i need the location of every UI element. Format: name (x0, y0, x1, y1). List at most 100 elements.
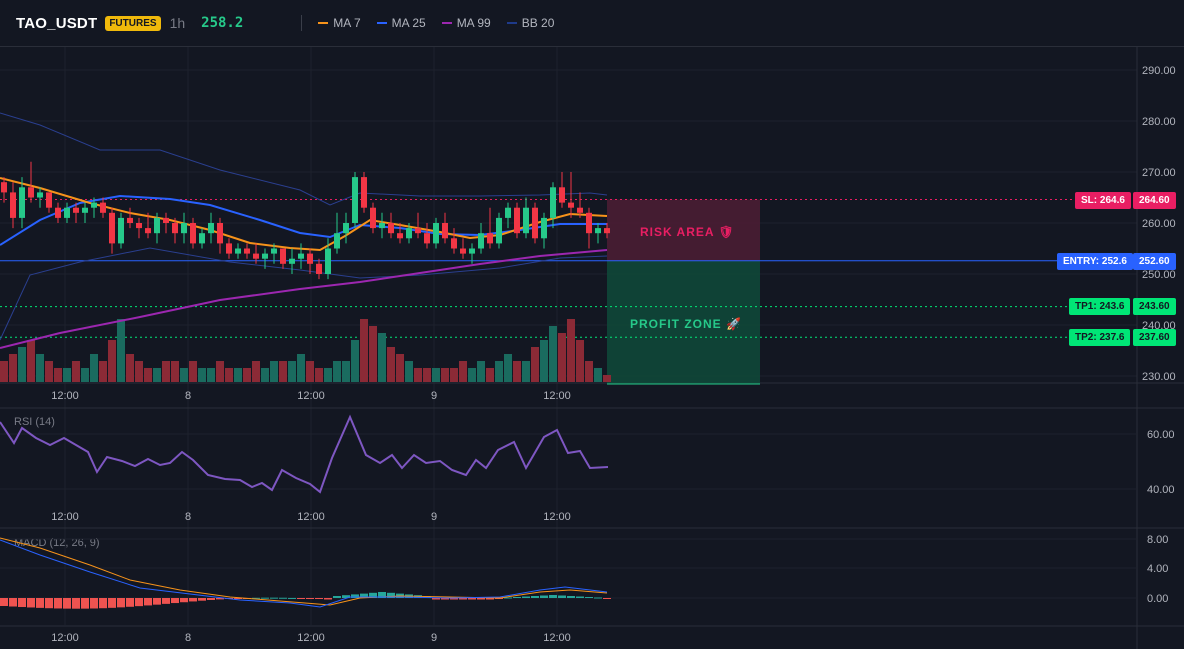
candle-body (361, 177, 367, 208)
chart-header: TAO_USDT FUTURES 1h 258.2 MA 7 MA 25 MA … (0, 0, 1184, 47)
candle-body (595, 228, 601, 234)
candle-body (298, 253, 304, 259)
entry-level-tag: ENTRY: 252.6 (1057, 253, 1133, 270)
volume-bar (207, 368, 215, 382)
macd-histogram-bar (54, 598, 62, 609)
volume-bar (216, 361, 224, 382)
candle-body (415, 228, 421, 234)
volume-bar (72, 361, 80, 382)
macd-axis-label: 4.00 (1147, 563, 1168, 575)
volume-bar (198, 368, 206, 382)
macd-histogram-bar (369, 592, 377, 598)
volume-bar (351, 340, 359, 382)
symbol-label[interactable]: TAO_USDT (16, 14, 98, 32)
legend-bb20[interactable]: BB 20 (506, 16, 554, 30)
macd-histogram-bar (468, 598, 476, 600)
volume-bar (135, 361, 143, 382)
time-axis-label: 12:00 (543, 511, 571, 523)
macd-signal-line (0, 537, 608, 606)
macd-histogram-bar (324, 598, 332, 600)
ma99-label: MA 99 (456, 16, 491, 30)
macd-histogram-bar (594, 597, 602, 599)
macd-histogram-bar (576, 596, 584, 598)
volume-bar (387, 347, 395, 382)
macd-histogram-bar (459, 598, 467, 600)
macd-histogram-bar (603, 598, 611, 599)
volume-bar (36, 354, 44, 382)
time-axis-label: 12:00 (297, 632, 325, 644)
tp2-price-tag: 237.60 (1133, 329, 1176, 346)
volume-bar (117, 319, 125, 382)
time-axis-label: 12:00 (51, 511, 79, 523)
candle-body (46, 192, 52, 208)
volume-bar (486, 368, 494, 382)
volume-bar (153, 368, 161, 382)
volume-bar (468, 368, 476, 382)
timeframe-label[interactable]: 1h (169, 15, 186, 31)
macd-histogram-bar (531, 596, 539, 598)
macd-histogram-bar (27, 598, 35, 608)
bb-upper-line (0, 112, 608, 206)
volume-bar (477, 361, 485, 382)
time-axis-label: 12:00 (543, 390, 571, 402)
header-divider (301, 15, 303, 31)
rsi-axis-60: 60.00 (1147, 429, 1175, 441)
candle-body (343, 223, 349, 234)
time-axis-label: 12:00 (51, 632, 79, 644)
macd-histogram-bar (171, 598, 179, 604)
macd-histogram-bar (297, 598, 305, 599)
time-axis-label: 9 (431, 390, 437, 402)
volume-bar (531, 347, 539, 382)
macd-histogram-bar (126, 598, 134, 607)
macd-histogram-bar (441, 598, 449, 600)
legend-ma99[interactable]: MA 99 (441, 16, 491, 30)
macd-histogram-bar (477, 598, 485, 600)
volume-bar (315, 368, 323, 382)
candle-body (127, 217, 133, 223)
candle-body (181, 223, 187, 234)
time-axis-label: 9 (431, 632, 437, 644)
volume-bar (549, 326, 557, 382)
ma99-swatch (441, 22, 452, 24)
volume-bar (99, 361, 107, 382)
candle-body (352, 177, 358, 223)
macd-histogram-bar (558, 595, 566, 598)
legend-ma7[interactable]: MA 7 (318, 16, 361, 30)
macd-histogram-bar (99, 598, 107, 609)
candle-body (523, 207, 529, 234)
macd-histogram-bar (108, 598, 116, 608)
legend-ma25[interactable]: MA 25 (376, 16, 426, 30)
volume-bar (54, 368, 62, 382)
macd-histogram-bar (90, 598, 98, 609)
macd-histogram-bar (117, 598, 125, 608)
candle-body (37, 192, 43, 198)
volume-bar (279, 361, 287, 382)
candle-body (487, 233, 493, 244)
ma99-line (0, 249, 608, 349)
volume-bar (441, 368, 449, 382)
candle-body (109, 212, 115, 244)
macd-histogram-bar (315, 598, 323, 600)
candle-body (379, 223, 385, 229)
macd-histogram-bar (486, 598, 494, 600)
candle-body (262, 253, 268, 259)
tp2-level-tag: TP2: 237.6 (1069, 329, 1131, 346)
volume-bar (459, 361, 467, 382)
candle-body (424, 233, 430, 244)
macd-histogram-bar (135, 598, 143, 607)
candle-body (172, 223, 178, 234)
sl-level-tag: SL: 264.6 (1075, 192, 1131, 209)
candle-body (208, 223, 214, 234)
rsi-title: RSI (14) (14, 416, 55, 428)
volume-bar (171, 361, 179, 382)
candle-body (226, 243, 232, 254)
candle-body (253, 253, 259, 259)
ma7-line (0, 177, 608, 252)
time-axis-label: 8 (185, 632, 191, 644)
macd-histogram-bar (342, 595, 350, 598)
macd-histogram-bar (252, 597, 260, 599)
volume-bar (567, 319, 575, 382)
volume-bar (297, 354, 305, 382)
macd-histogram-bar (387, 592, 395, 598)
